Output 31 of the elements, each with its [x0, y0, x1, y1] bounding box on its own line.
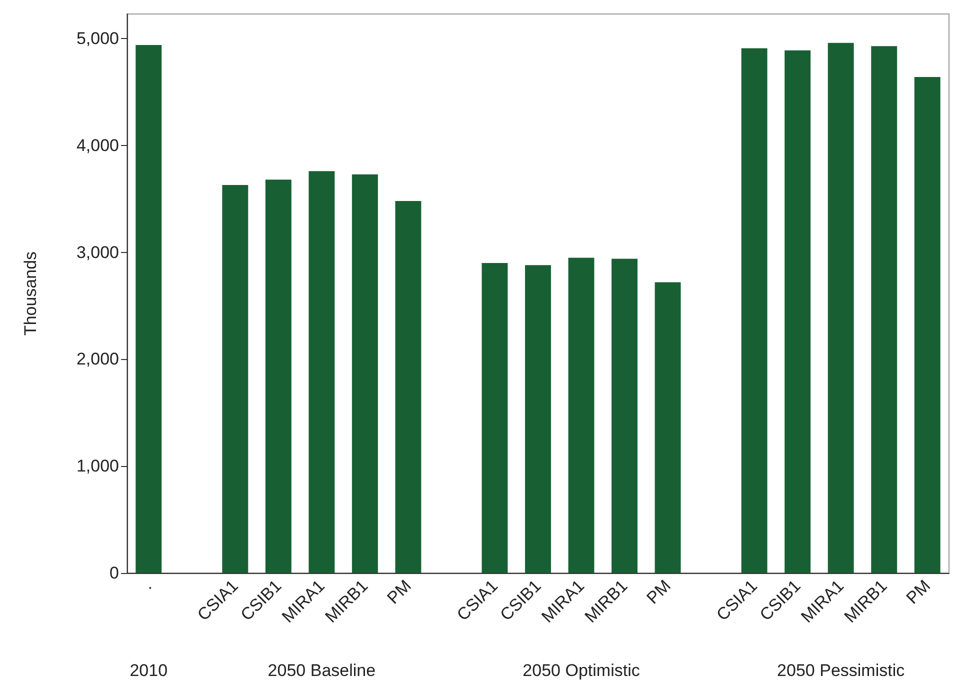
text: 2050 Pessimistic — [777, 661, 906, 680]
bar — [265, 180, 292, 573]
x-tick-label: PM — [383, 576, 415, 608]
x-tick-label: PM — [643, 576, 675, 608]
y-axis-title: Thousands — [21, 251, 40, 336]
bar — [784, 50, 811, 573]
bar — [828, 42, 854, 573]
bar — [612, 258, 638, 573]
bar — [352, 174, 378, 573]
y-tick-label: 4,000 — [76, 136, 119, 155]
bar — [654, 282, 681, 573]
bar — [482, 263, 508, 573]
x-tick-label: . — [138, 576, 156, 594]
text: 2050 Baseline — [268, 661, 376, 680]
y-tick-label: 3,000 — [76, 242, 119, 262]
y-tick-label: 5,000 — [76, 29, 119, 48]
text: 2010 — [130, 661, 168, 680]
bar — [741, 48, 768, 573]
bar — [308, 171, 335, 573]
bar — [525, 265, 551, 573]
bar — [222, 185, 248, 573]
bar — [395, 201, 422, 573]
bar — [914, 77, 940, 573]
y-tick-label: 1,000 — [76, 456, 119, 476]
x-tick-label: PM — [902, 576, 934, 608]
bar — [568, 258, 594, 573]
y-tick-label: 0 — [110, 564, 119, 582]
bar — [136, 44, 162, 573]
y-tick-label: 2,000 — [76, 350, 119, 369]
text: 2050 Optimistic — [522, 661, 640, 680]
bar — [871, 46, 898, 573]
